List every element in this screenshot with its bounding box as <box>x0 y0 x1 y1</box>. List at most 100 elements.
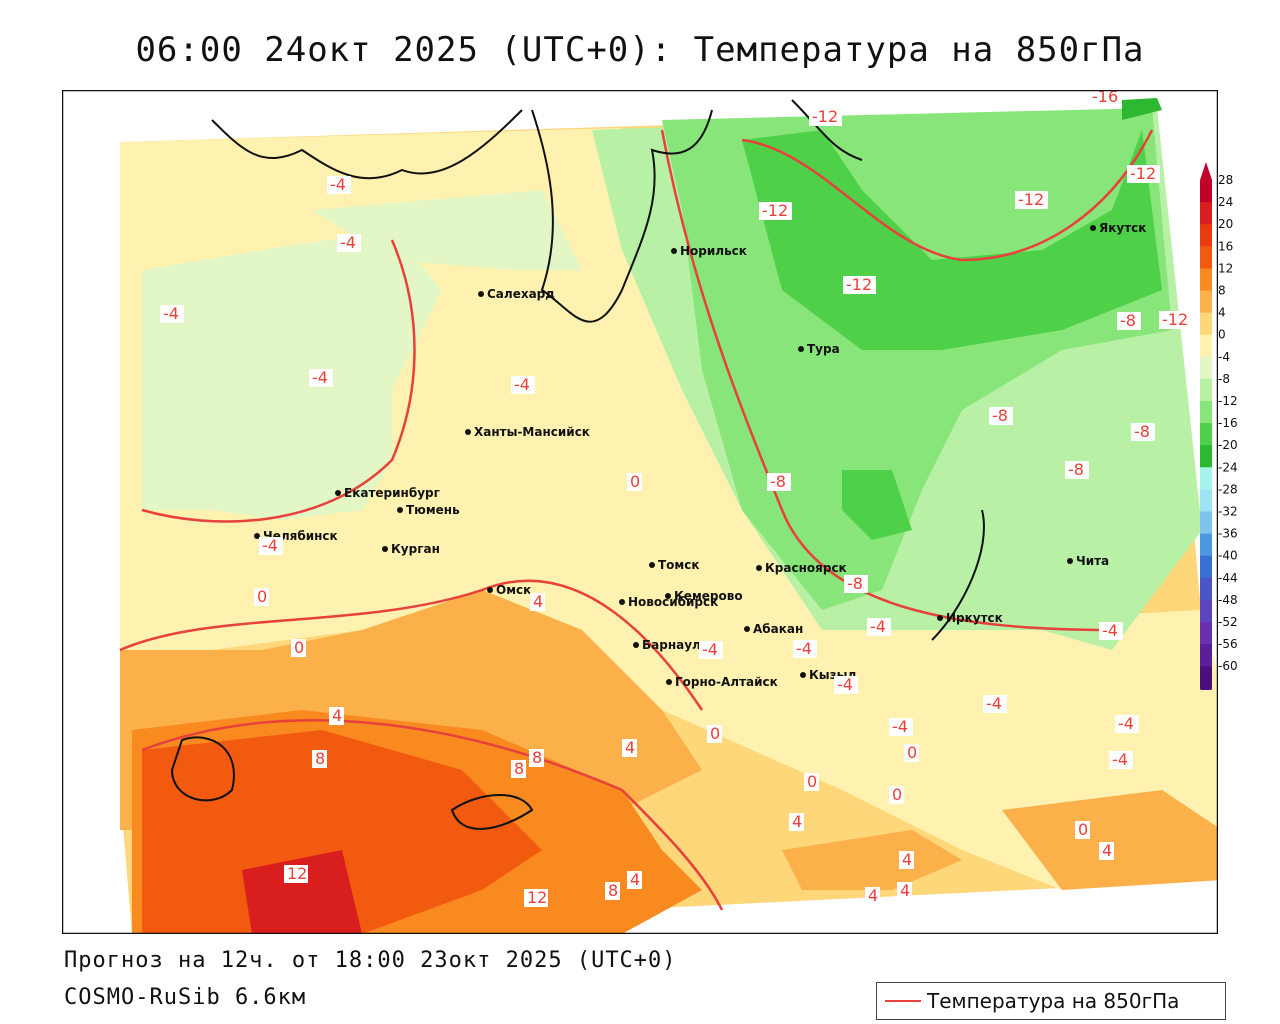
contour-label-bg <box>889 718 913 736</box>
contour-label-bg <box>793 640 817 658</box>
contour-label-bg <box>530 593 545 611</box>
scale-arrow-top <box>1200 162 1212 180</box>
contour-label-bg <box>259 537 283 555</box>
contour-labels-layer: -16 -12 -12 -12 -12 -12 -12 -8 -8 -8 -8 -8 -8 -4 -4 -4 -… <box>160 90 1192 907</box>
contour-label-bg <box>1117 312 1141 330</box>
contour-label-bg <box>327 176 351 194</box>
contour-label: 8 <box>315 749 325 768</box>
city-label: Тура <box>807 342 840 356</box>
city-label: Норильск <box>680 244 747 258</box>
city-marker <box>335 490 341 496</box>
city-marker <box>937 615 943 621</box>
contour-label-bg <box>254 588 269 606</box>
contour-label: 4 <box>902 850 912 869</box>
contour-label: -4 <box>1112 750 1128 769</box>
temperature-fields <box>120 98 1218 934</box>
contour-label-bg <box>627 473 642 491</box>
scale-tick-label: -52 <box>1218 615 1238 629</box>
color-scale: 28 24 20 16 12 8 4 0 -4 -8 -12 -16 -20 -24 -28 -32 -36 -4… <box>1200 162 1238 690</box>
contour-label-bg <box>699 641 723 659</box>
contour-label: 8 <box>514 759 524 778</box>
scale-swatch <box>1200 577 1212 601</box>
contour-label-bg <box>1075 821 1090 839</box>
city-label: Курган <box>391 542 440 556</box>
model-name: COSMO-RuSib 6.6км <box>64 985 307 1010</box>
scale-swatch <box>1200 666 1212 689</box>
legend-line <box>885 1000 921 1002</box>
scale-swatch <box>1200 356 1212 380</box>
city-label: Омск <box>496 583 531 597</box>
contour-label-bg <box>804 773 819 791</box>
contour-label: -12 <box>1130 164 1156 183</box>
scale-swatch <box>1200 246 1212 269</box>
contour-label: -12 <box>846 275 872 294</box>
contour-label: -4 <box>262 536 278 555</box>
contour-label-bg <box>511 760 526 778</box>
contour-label: 0 <box>1078 820 1088 839</box>
contour-label-bg <box>1089 90 1122 106</box>
contour-label-bg <box>1115 715 1139 733</box>
city-marker <box>1090 225 1096 231</box>
scale-tick-label: -20 <box>1218 438 1238 452</box>
scale-tick-label: 28 <box>1218 173 1233 187</box>
contour-label-bg <box>337 234 361 252</box>
scale-tick-label: -24 <box>1218 460 1238 474</box>
contour-label-bg <box>284 865 308 883</box>
contour-label: -4 <box>312 368 328 387</box>
contour-label: 4 <box>792 812 802 831</box>
contour-label-bg <box>707 725 722 743</box>
contour-label: -4 <box>837 675 853 694</box>
scale-swatch <box>1200 467 1212 490</box>
contour-label-bg <box>627 871 642 889</box>
scale-swatch <box>1200 489 1212 512</box>
scale-tick-label: -16 <box>1218 416 1238 430</box>
city-label: Ханты-Мансийск <box>474 425 590 439</box>
contour-label-bg <box>1131 423 1155 441</box>
contour-label: -8 <box>1068 460 1084 479</box>
scale-swatch <box>1200 445 1212 468</box>
contour-label-bg <box>767 473 791 491</box>
city-label: Томск <box>658 558 700 572</box>
contour-label-bg <box>291 639 306 657</box>
scale-tick-label: -48 <box>1218 593 1238 607</box>
contour-label: 12 <box>527 888 547 907</box>
scale-tick-label: 20 <box>1218 217 1233 231</box>
scale-swatch <box>1200 202 1212 225</box>
scale-swatch <box>1200 224 1212 247</box>
map-title: 06:00 24окт 2025 (UTC+0): Температура на… <box>135 30 1145 70</box>
contour-label-bg <box>899 851 914 869</box>
scale-tick-label: -4 <box>1218 350 1230 364</box>
scale-swatch <box>1200 378 1212 402</box>
city-marker <box>744 626 750 632</box>
scale-tick-label: -40 <box>1218 549 1238 563</box>
contour-label: 0 <box>710 724 720 743</box>
contour-label: -4 <box>986 694 1002 713</box>
contour-label-bg <box>329 707 344 725</box>
contour-label: -4 <box>1118 714 1134 733</box>
contour-label-bg <box>867 618 891 636</box>
scale-tick-label: -44 <box>1218 571 1238 585</box>
scale-swatch <box>1200 268 1212 291</box>
scale-swatch <box>1200 599 1212 623</box>
contour-label-bg <box>605 882 620 900</box>
city-marker <box>649 562 655 568</box>
city-label: Барнаул <box>642 638 701 652</box>
contour-label-bg <box>889 786 904 804</box>
contour-label-bg <box>1015 191 1048 209</box>
city-label: Тюмень <box>406 503 460 517</box>
city-label: Абакан <box>753 622 803 636</box>
contour-label-bg <box>843 276 876 294</box>
contour-label-bg <box>809 108 842 126</box>
contour-lines <box>119 129 1154 911</box>
contour-label-bg <box>1099 622 1123 640</box>
contour-label: 0 <box>892 785 902 804</box>
scale-tick-label: -28 <box>1218 482 1238 496</box>
scale-tick-label: -36 <box>1218 527 1238 541</box>
contour-label: -4 <box>892 717 908 736</box>
scale-swatch <box>1200 555 1212 579</box>
scale-tick-label: -60 <box>1218 659 1238 673</box>
scale-tick-label: 4 <box>1218 306 1226 320</box>
contour-label: -12 <box>762 201 788 220</box>
contour-label-bg <box>511 376 535 394</box>
contour-label-bg <box>1159 311 1192 329</box>
